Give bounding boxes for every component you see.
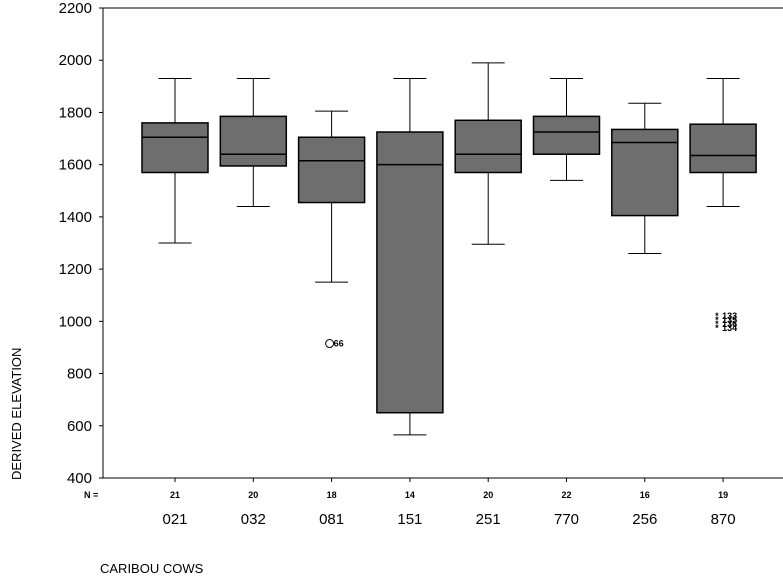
y-tick-label: 1200	[59, 261, 92, 278]
y-tick-label: 1000	[59, 313, 92, 330]
y-axis-title: DERIVED ELEVATION	[9, 348, 24, 480]
outlier-star-marker: *	[715, 311, 719, 321]
y-tick-label: 2000	[59, 52, 92, 69]
count-label-151: 14	[405, 490, 415, 500]
box-770	[532, 78, 601, 181]
count-label-251: 20	[483, 490, 493, 500]
boxes	[141, 62, 757, 436]
y-tick-label: 1800	[59, 104, 92, 121]
iqr-box	[219, 115, 288, 167]
outlier-label: 133	[722, 311, 737, 321]
outliers: 66* 133* 135* 136* 134	[325, 311, 737, 349]
box-021	[141, 78, 209, 244]
outlier-label: 135	[722, 315, 737, 325]
box-151	[376, 78, 444, 436]
box-251	[454, 62, 522, 245]
y-tick-label: 600	[67, 418, 92, 435]
count-label-021: 21	[170, 490, 180, 500]
outlier-star-marker: *	[715, 319, 719, 329]
y-tick-label: 400	[67, 470, 92, 487]
category-label-770: 770	[554, 511, 579, 528]
count-label-256: 16	[640, 490, 650, 500]
count-label-770: 22	[561, 490, 571, 500]
category-label-256: 256	[632, 511, 657, 528]
y-tick-label: 2200	[59, 0, 92, 17]
iqr-box	[689, 123, 757, 174]
box-081	[297, 110, 366, 283]
count-label-032: 20	[248, 490, 258, 500]
outlier-870-136: * 136	[715, 319, 737, 329]
outlier-circle-marker	[325, 339, 335, 349]
iqr-box	[141, 122, 209, 174]
count-label-870: 19	[718, 490, 728, 500]
box-256	[611, 102, 679, 254]
plot-frame	[102, 7, 783, 479]
category-label-870: 870	[711, 511, 736, 528]
y-tick-label: 1600	[59, 157, 92, 174]
iqr-box	[611, 128, 679, 217]
outlier-label: 134	[722, 323, 737, 333]
outlier-star-marker: *	[715, 315, 719, 325]
outlier-870-134: * 134	[715, 323, 737, 333]
box-870	[689, 78, 757, 207]
category-label-032: 032	[241, 511, 266, 528]
iqr-box	[297, 136, 366, 204]
iqr-box	[454, 119, 522, 174]
outlier-870-135: * 135	[715, 315, 737, 325]
y-tick-label: 1400	[59, 209, 92, 226]
outlier-870-133: * 133	[715, 311, 737, 321]
x-axis-title: CARIBOU COWS	[100, 561, 204, 576]
iqr-box	[532, 115, 601, 155]
category-label-151: 151	[397, 511, 422, 528]
y-axis-ticks: 400 600 800 1000 1200 1400 1600 1800 2000 2200	[59, 0, 103, 487]
outlier-label: 66	[334, 339, 344, 349]
n-prefix-label: N =	[84, 490, 98, 500]
category-label-081: 081	[319, 511, 344, 528]
count-label-081: 18	[327, 490, 337, 500]
outlier-081-66: 66	[325, 339, 344, 349]
category-labels: 21 021 20 032 18 081 14 151 20 251 22 770 16 256 19 870	[162, 478, 736, 528]
iqr-box	[376, 131, 444, 414]
y-tick-label: 800	[67, 366, 92, 383]
outlier-star-marker: *	[715, 323, 719, 333]
category-label-021: 021	[162, 511, 187, 528]
box-032	[219, 78, 288, 207]
category-label-251: 251	[476, 511, 501, 528]
outlier-label: 136	[722, 319, 737, 329]
